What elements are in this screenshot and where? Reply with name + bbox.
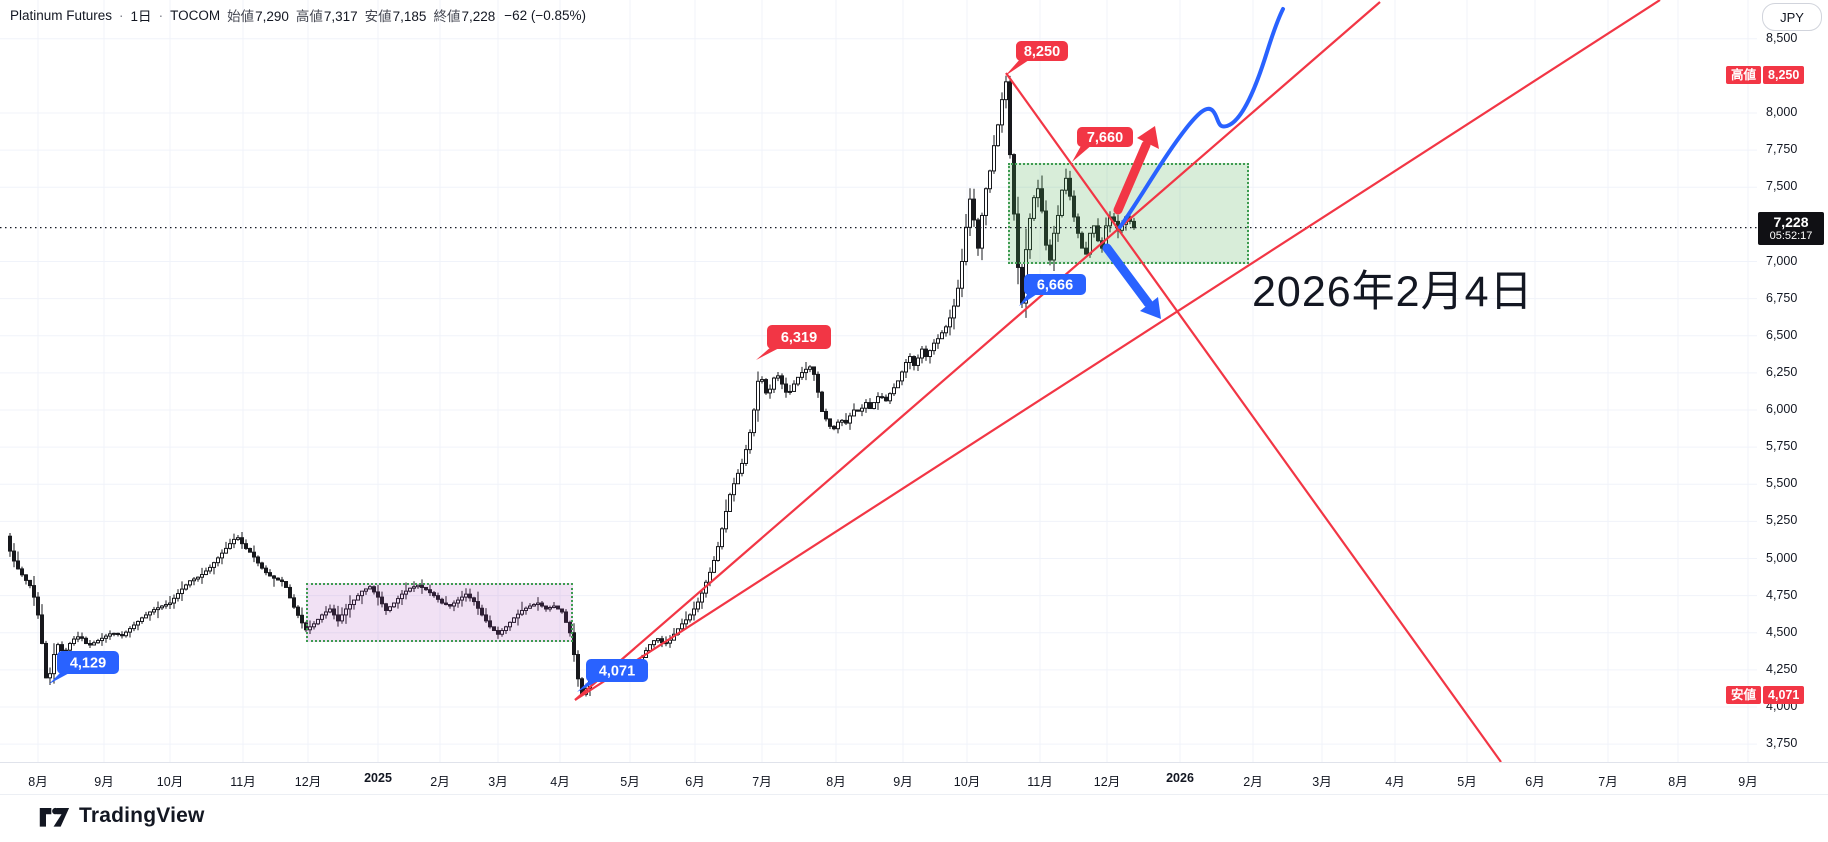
price-tick-label: 5,250 <box>1766 513 1798 528</box>
time-tick-label: 2月 <box>1243 775 1263 789</box>
close-field: 終値7,228 <box>433 9 496 24</box>
symbol-title[interactable]: Platinum Futures <box>10 7 113 23</box>
time-tick-label: 7月 <box>1598 775 1618 789</box>
time-tick-label: 10月 <box>953 775 981 789</box>
exchange-label: TOCOM <box>170 7 221 23</box>
time-tick-label: 4月 <box>550 775 570 789</box>
time-tick-label: 12月 <box>1093 775 1121 789</box>
time-tick-label: 2月 <box>430 775 450 789</box>
separator: · <box>158 7 164 23</box>
price-tick-label: 6,250 <box>1766 364 1798 379</box>
currency-toggle-button[interactable]: JPY <box>1762 3 1822 31</box>
svg-text:6,319: 6,319 <box>781 330 817 346</box>
time-tick-label: 2026 <box>1166 771 1194 785</box>
change-value: −62 (−0.85%) <box>504 7 587 23</box>
time-tick-label: 11月 <box>1027 775 1053 789</box>
price-tick-label: 4,750 <box>1766 587 1798 602</box>
price-tick-label: 5,750 <box>1766 439 1798 454</box>
high-price-badge: 高値 8,250 <box>1726 65 1805 84</box>
price-tick-label: 6,000 <box>1766 402 1798 416</box>
price-tick-label: 8,000 <box>1766 105 1798 119</box>
separator: · <box>119 7 124 23</box>
time-tick-label: 8月 <box>1668 775 1688 789</box>
price-tick-label: 4,500 <box>1766 624 1798 639</box>
price-tick-label: 7,750 <box>1766 142 1798 157</box>
countdown-timer: 05:52:17 <box>1769 229 1813 242</box>
interval-label[interactable]: 1日 <box>130 9 152 24</box>
time-tick-label: 5月 <box>620 775 640 789</box>
price-tick-label: 6,500 <box>1766 327 1798 342</box>
time-tick-label: 6月 <box>685 775 705 789</box>
price-tick-label: 7,500 <box>1766 179 1798 194</box>
last-price-value: 7,228 <box>1773 213 1809 230</box>
consolidation-zone-rectangle[interactable] <box>306 583 573 642</box>
high-badge-value: 8,250 <box>1763 65 1805 84</box>
price-tick-label: 5,000 <box>1766 550 1798 565</box>
low-price-badge: 安値 4,071 <box>1726 686 1805 705</box>
tradingview-logo-text: TradingView <box>79 804 205 827</box>
high-badge-label: 高値 <box>1726 65 1762 84</box>
time-tick-label: 5月 <box>1457 775 1477 789</box>
price-tick-label: 8,500 <box>1766 30 1798 45</box>
time-tick-label: 8月 <box>28 775 48 789</box>
time-tick-label: 8月 <box>826 775 846 789</box>
time-axis[interactable]: 8月 9月 10月 11月 12月 2025 2月 3月 4月 5月 6月 7月 8月 9月 10月 11月 1… <box>0 762 1828 795</box>
time-tick-label: 4月 <box>1385 775 1405 789</box>
time-tick-label: 9月 <box>94 775 114 789</box>
time-tick-label: 3月 <box>1312 775 1332 789</box>
time-tick-label: 6月 <box>1525 775 1545 789</box>
time-tick-label: 3月 <box>488 775 508 789</box>
date-annotation-text: 2026年2月4日 <box>1252 268 1534 316</box>
svg-text:7,660: 7,660 <box>1087 130 1123 146</box>
price-axis[interactable]: 8,500 8,000 7,750 7,500 7,000 6,750 6,500 6,250… <box>1757 0 1828 762</box>
time-tick-label: 2025 <box>364 771 392 785</box>
last-price-badge: 7,228 05:52:17 <box>1758 211 1824 245</box>
price-tick-label: 4,250 <box>1766 661 1798 676</box>
price-tick-label: 5,500 <box>1766 476 1798 491</box>
svg-text:4,071: 4,071 <box>599 664 635 680</box>
time-tick-label: 7月 <box>752 775 772 789</box>
time-tick-label: 9月 <box>893 775 913 789</box>
svg-text:4,129: 4,129 <box>70 656 106 672</box>
tradingview-logo[interactable]: TradingView <box>38 803 205 829</box>
high-field: 高値7,317 <box>295 9 358 24</box>
low-badge-value: 4,071 <box>1763 686 1805 705</box>
symbol-header: Platinum Futures · 1日 · TOCOM 始値7,290 高値… <box>10 5 586 25</box>
time-tick-label: 10月 <box>156 775 184 789</box>
time-tick-label: 9月 <box>1738 775 1758 789</box>
time-tick-label: 11月 <box>230 775 256 789</box>
price-tick-label: 6,750 <box>1766 290 1798 305</box>
svg-text:6,666: 6,666 <box>1037 278 1073 294</box>
time-tick-label: 12月 <box>294 775 322 789</box>
price-tick-label: 3,750 <box>1766 736 1798 751</box>
low-field: 安値7,185 <box>364 9 427 24</box>
price-tick-label: 7,000 <box>1766 253 1798 268</box>
tradingview-logo-icon <box>39 807 70 827</box>
svg-text:8,250: 8,250 <box>1024 44 1060 60</box>
open-field: 始値7,290 <box>227 9 289 24</box>
low-badge-label: 安値 <box>1726 686 1762 705</box>
